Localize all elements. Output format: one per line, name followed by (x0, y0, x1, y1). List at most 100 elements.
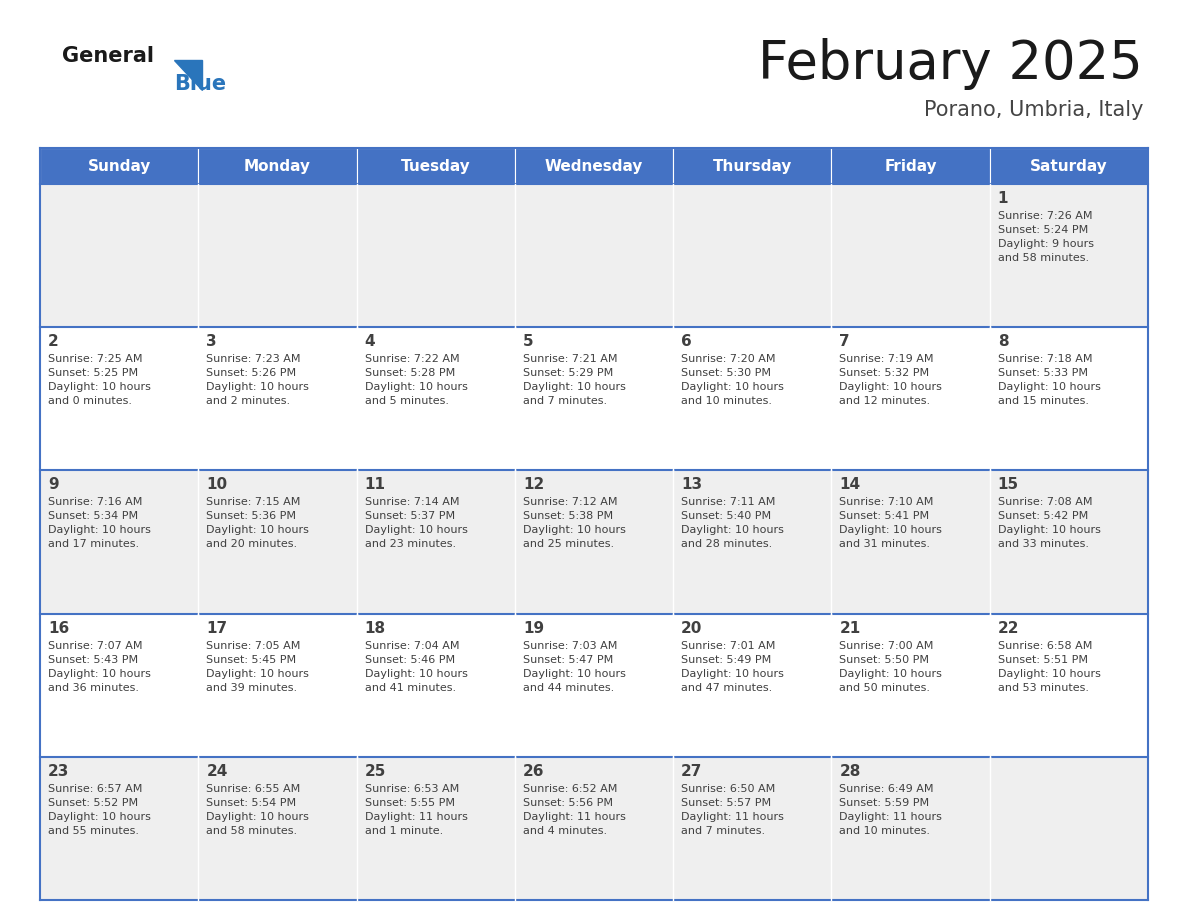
Bar (674, 327, 832, 470)
Text: Sunrise: 7:18 AM
Sunset: 5:33 PM
Daylight: 10 hours
and 15 minutes.: Sunrise: 7:18 AM Sunset: 5:33 PM Dayligh… (998, 354, 1100, 406)
Text: Sunrise: 7:08 AM
Sunset: 5:42 PM
Daylight: 10 hours
and 33 minutes.: Sunrise: 7:08 AM Sunset: 5:42 PM Dayligh… (998, 498, 1100, 549)
Text: Wednesday: Wednesday (545, 159, 643, 174)
Text: Saturday: Saturday (1030, 159, 1107, 174)
Bar (40, 148, 198, 184)
Text: 22: 22 (998, 621, 1019, 635)
Text: Sunrise: 7:21 AM
Sunset: 5:29 PM
Daylight: 10 hours
and 7 minutes.: Sunrise: 7:21 AM Sunset: 5:29 PM Dayligh… (523, 354, 626, 406)
Text: 9: 9 (48, 477, 58, 492)
Text: 26: 26 (523, 764, 544, 778)
Text: February 2025: February 2025 (758, 38, 1143, 90)
Text: Sunrise: 7:04 AM
Sunset: 5:46 PM
Daylight: 10 hours
and 41 minutes.: Sunrise: 7:04 AM Sunset: 5:46 PM Dayligh… (365, 641, 467, 692)
Text: Sunrise: 7:03 AM
Sunset: 5:47 PM
Daylight: 10 hours
and 44 minutes.: Sunrise: 7:03 AM Sunset: 5:47 PM Dayligh… (523, 641, 626, 692)
Bar (40, 756, 198, 900)
Text: Sunrise: 7:01 AM
Sunset: 5:49 PM
Daylight: 10 hours
and 47 minutes.: Sunrise: 7:01 AM Sunset: 5:49 PM Dayligh… (681, 641, 784, 692)
Bar (990, 184, 1148, 327)
Bar (356, 184, 514, 327)
Bar (40, 184, 198, 327)
Text: Thursday: Thursday (713, 159, 792, 174)
Bar (832, 184, 990, 327)
Text: 1: 1 (998, 191, 1009, 206)
Bar (674, 148, 832, 184)
Bar (356, 756, 514, 900)
Text: 6: 6 (681, 334, 691, 349)
Text: 2: 2 (48, 334, 58, 349)
Bar (198, 613, 356, 756)
Bar (990, 148, 1148, 184)
Text: Sunday: Sunday (88, 159, 151, 174)
Text: Sunrise: 7:26 AM
Sunset: 5:24 PM
Daylight: 9 hours
and 58 minutes.: Sunrise: 7:26 AM Sunset: 5:24 PM Dayligh… (998, 211, 1094, 263)
Text: Sunrise: 7:25 AM
Sunset: 5:25 PM
Daylight: 10 hours
and 0 minutes.: Sunrise: 7:25 AM Sunset: 5:25 PM Dayligh… (48, 354, 151, 406)
Bar (356, 327, 514, 470)
Text: 17: 17 (207, 621, 227, 635)
Text: 20: 20 (681, 621, 702, 635)
Text: Sunrise: 7:14 AM
Sunset: 5:37 PM
Daylight: 10 hours
and 23 minutes.: Sunrise: 7:14 AM Sunset: 5:37 PM Dayligh… (365, 498, 467, 549)
Text: Sunrise: 7:22 AM
Sunset: 5:28 PM
Daylight: 10 hours
and 5 minutes.: Sunrise: 7:22 AM Sunset: 5:28 PM Dayligh… (365, 354, 467, 406)
Bar (356, 148, 514, 184)
Bar (198, 148, 356, 184)
Text: 15: 15 (998, 477, 1019, 492)
Bar (514, 184, 674, 327)
Bar (674, 756, 832, 900)
Text: Sunrise: 7:23 AM
Sunset: 5:26 PM
Daylight: 10 hours
and 2 minutes.: Sunrise: 7:23 AM Sunset: 5:26 PM Dayligh… (207, 354, 309, 406)
Bar (40, 327, 198, 470)
Text: Sunrise: 7:11 AM
Sunset: 5:40 PM
Daylight: 10 hours
and 28 minutes.: Sunrise: 7:11 AM Sunset: 5:40 PM Dayligh… (681, 498, 784, 549)
Text: 10: 10 (207, 477, 227, 492)
Bar (674, 613, 832, 756)
Text: Sunrise: 7:15 AM
Sunset: 5:36 PM
Daylight: 10 hours
and 20 minutes.: Sunrise: 7:15 AM Sunset: 5:36 PM Dayligh… (207, 498, 309, 549)
Bar (514, 756, 674, 900)
Text: Sunrise: 7:10 AM
Sunset: 5:41 PM
Daylight: 10 hours
and 31 minutes.: Sunrise: 7:10 AM Sunset: 5:41 PM Dayligh… (840, 498, 942, 549)
Bar (198, 184, 356, 327)
Text: Sunrise: 6:49 AM
Sunset: 5:59 PM
Daylight: 11 hours
and 10 minutes.: Sunrise: 6:49 AM Sunset: 5:59 PM Dayligh… (840, 784, 942, 835)
Text: 18: 18 (365, 621, 386, 635)
Bar (990, 756, 1148, 900)
Text: Porano, Umbria, Italy: Porano, Umbria, Italy (923, 100, 1143, 120)
Bar (674, 470, 832, 613)
Text: Sunrise: 7:07 AM
Sunset: 5:43 PM
Daylight: 10 hours
and 36 minutes.: Sunrise: 7:07 AM Sunset: 5:43 PM Dayligh… (48, 641, 151, 692)
Text: 25: 25 (365, 764, 386, 778)
Bar (674, 184, 832, 327)
Text: 14: 14 (840, 477, 860, 492)
Bar (832, 756, 990, 900)
Bar (514, 470, 674, 613)
Bar (990, 470, 1148, 613)
Bar (832, 613, 990, 756)
Text: Friday: Friday (884, 159, 937, 174)
Bar (356, 470, 514, 613)
Text: Sunrise: 7:00 AM
Sunset: 5:50 PM
Daylight: 10 hours
and 50 minutes.: Sunrise: 7:00 AM Sunset: 5:50 PM Dayligh… (840, 641, 942, 692)
Text: 5: 5 (523, 334, 533, 349)
Text: Sunrise: 7:05 AM
Sunset: 5:45 PM
Daylight: 10 hours
and 39 minutes.: Sunrise: 7:05 AM Sunset: 5:45 PM Dayligh… (207, 641, 309, 692)
Text: Tuesday: Tuesday (400, 159, 470, 174)
Bar (198, 470, 356, 613)
Bar (514, 327, 674, 470)
Bar (198, 756, 356, 900)
Bar (198, 327, 356, 470)
Text: 13: 13 (681, 477, 702, 492)
Text: Sunrise: 6:50 AM
Sunset: 5:57 PM
Daylight: 11 hours
and 7 minutes.: Sunrise: 6:50 AM Sunset: 5:57 PM Dayligh… (681, 784, 784, 835)
Text: Sunrise: 7:12 AM
Sunset: 5:38 PM
Daylight: 10 hours
and 25 minutes.: Sunrise: 7:12 AM Sunset: 5:38 PM Dayligh… (523, 498, 626, 549)
Text: Sunrise: 6:55 AM
Sunset: 5:54 PM
Daylight: 10 hours
and 58 minutes.: Sunrise: 6:55 AM Sunset: 5:54 PM Dayligh… (207, 784, 309, 835)
Text: Sunrise: 6:53 AM
Sunset: 5:55 PM
Daylight: 11 hours
and 1 minute.: Sunrise: 6:53 AM Sunset: 5:55 PM Dayligh… (365, 784, 467, 835)
Text: 19: 19 (523, 621, 544, 635)
Text: Sunrise: 6:52 AM
Sunset: 5:56 PM
Daylight: 11 hours
and 4 minutes.: Sunrise: 6:52 AM Sunset: 5:56 PM Dayligh… (523, 784, 626, 835)
Bar (514, 613, 674, 756)
Bar (356, 613, 514, 756)
Text: 23: 23 (48, 764, 69, 778)
Polygon shape (173, 60, 202, 90)
Bar (832, 148, 990, 184)
Text: 21: 21 (840, 621, 860, 635)
Bar (514, 148, 674, 184)
Bar (990, 613, 1148, 756)
Text: 28: 28 (840, 764, 861, 778)
Text: Sunrise: 7:19 AM
Sunset: 5:32 PM
Daylight: 10 hours
and 12 minutes.: Sunrise: 7:19 AM Sunset: 5:32 PM Dayligh… (840, 354, 942, 406)
Text: 27: 27 (681, 764, 702, 778)
Text: 3: 3 (207, 334, 217, 349)
Text: 12: 12 (523, 477, 544, 492)
Text: General: General (62, 46, 154, 66)
Text: Sunrise: 6:58 AM
Sunset: 5:51 PM
Daylight: 10 hours
and 53 minutes.: Sunrise: 6:58 AM Sunset: 5:51 PM Dayligh… (998, 641, 1100, 692)
Text: 16: 16 (48, 621, 69, 635)
Text: Sunrise: 7:16 AM
Sunset: 5:34 PM
Daylight: 10 hours
and 17 minutes.: Sunrise: 7:16 AM Sunset: 5:34 PM Dayligh… (48, 498, 151, 549)
Bar (990, 327, 1148, 470)
Text: 7: 7 (840, 334, 851, 349)
Bar (40, 470, 198, 613)
Text: 8: 8 (998, 334, 1009, 349)
